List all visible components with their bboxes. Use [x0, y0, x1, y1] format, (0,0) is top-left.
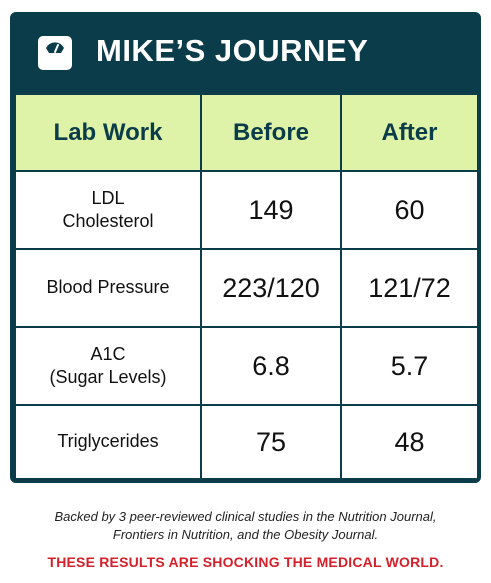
table-row: A1C (Sugar Levels) 6.8 5.7 [14, 326, 477, 406]
metric-label: Blood Pressure [14, 248, 202, 328]
table-row: Blood Pressure 223/120 121/72 [14, 248, 477, 328]
table-row: LDL Cholesterol 149 60 [14, 170, 477, 250]
before-value: 75 [200, 404, 342, 479]
metric-label-line2: Cholesterol [62, 211, 154, 231]
alert-banner: THESE RESULTS ARE SHOCKING THE MEDICAL W… [47, 554, 444, 570]
table-header-row: Lab Work Before After [14, 93, 477, 172]
metric-label: LDL Cholesterol [14, 170, 202, 250]
after-value: 121/72 [340, 248, 477, 328]
column-header-before: Before [200, 93, 342, 172]
footnote-line2: Frontiers in Nutrition, and the Obesity … [112, 527, 379, 542]
before-value: 149 [200, 170, 342, 250]
metric-label: Triglycerides [14, 404, 202, 479]
metric-label-line1: LDL [91, 187, 125, 208]
before-value: 6.8 [200, 326, 342, 406]
metric-label-line2: (Sugar Levels) [49, 367, 167, 387]
scale-icon [38, 36, 72, 70]
page-title: MIKE’S JOURNEY [96, 33, 369, 68]
table-row: Triglycerides 75 48 [14, 404, 477, 479]
before-value: 223/120 [200, 248, 342, 328]
metric-label-line1: Triglycerides [57, 431, 159, 452]
after-value: 5.7 [340, 326, 477, 406]
results-card: MIKE’S JOURNEY Lab Work Before After LDL… [10, 12, 481, 483]
footnote-line1: Backed by 3 peer-reviewed clinical studi… [54, 509, 437, 524]
column-header-lab-work: Lab Work [14, 93, 202, 172]
after-value: 48 [340, 404, 477, 479]
study-footnote: Backed by 3 peer-reviewed clinical studi… [10, 508, 481, 544]
lab-results-table: Lab Work Before After LDL Cholesterol 14… [14, 93, 477, 479]
metric-label-line1: Blood Pressure [46, 277, 170, 298]
after-value: 60 [340, 170, 477, 250]
metric-label-line1: A1C [90, 343, 126, 364]
card-header: MIKE’S JOURNEY [14, 16, 477, 92]
metric-label: A1C (Sugar Levels) [14, 326, 202, 406]
column-header-after: After [340, 93, 477, 172]
